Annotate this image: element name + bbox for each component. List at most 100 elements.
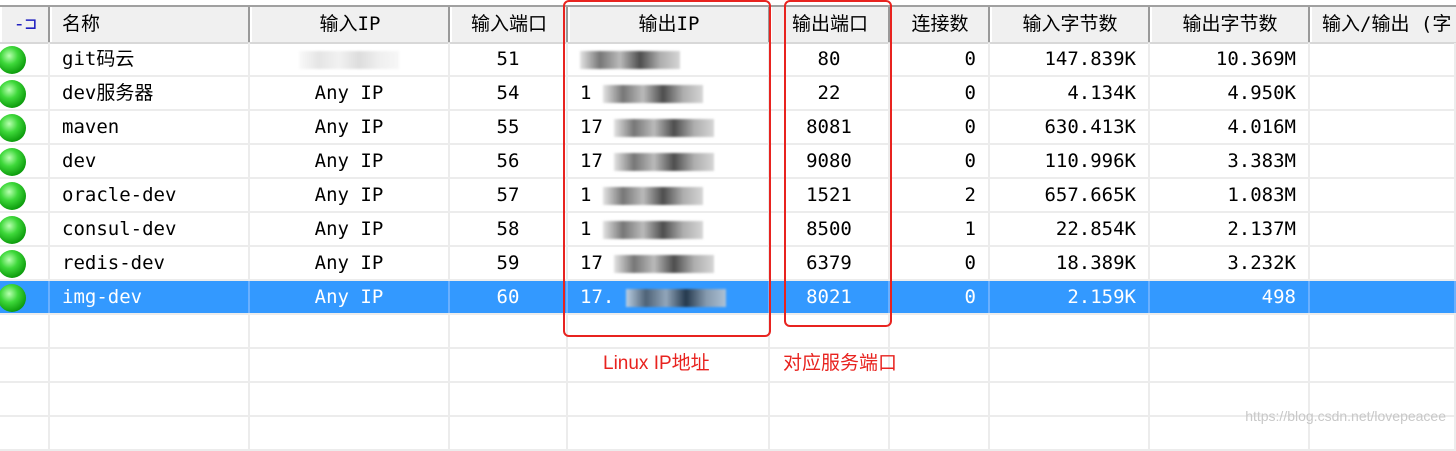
status-green-icon: [0, 182, 26, 210]
cell: 4.950K: [1150, 77, 1310, 109]
cell-in_ip: Any IP: [314, 150, 384, 172]
cell: [770, 383, 890, 415]
blurred-ip: [299, 50, 399, 69]
cell: dev: [50, 145, 250, 177]
cell: Any IP: [250, 145, 450, 177]
blurred-ip: [614, 254, 715, 273]
cell: [450, 383, 568, 415]
cell: 51: [450, 43, 568, 75]
table-row[interactable]: dev Any IP 56 17 9080 0 110.996K 3.383M: [0, 145, 1456, 179]
cell: 3.383M: [1150, 145, 1310, 177]
cell: 6379: [770, 247, 890, 279]
col-in-ip[interactable]: 输入IP: [250, 7, 450, 42]
cell: 55: [450, 111, 568, 143]
cell-in_ip: Any IP: [314, 184, 384, 206]
cell: [250, 383, 450, 415]
icon-cell: [0, 213, 50, 245]
cell: [1150, 383, 1310, 415]
cell-out_port: 80: [817, 48, 841, 70]
cell: 80: [770, 43, 890, 75]
cell: [450, 417, 568, 449]
cell: [1150, 315, 1310, 347]
cell: [250, 43, 450, 75]
cell-in_bytes: 630.413K: [1044, 116, 1136, 138]
cell: oracle-dev: [50, 179, 250, 211]
cell: 22.854K: [990, 213, 1150, 245]
col-conn[interactable]: 连接数: [890, 7, 990, 42]
cell: [990, 383, 1150, 415]
col-in-bytes[interactable]: 输入字节数: [990, 7, 1150, 42]
pin-icon[interactable]: -⊐: [0, 7, 50, 42]
cell: 8021: [770, 281, 890, 313]
col-io[interactable]: 输入/输出 (字: [1310, 7, 1456, 42]
cell: 1: [890, 213, 990, 245]
cell: redis-dev: [50, 247, 250, 279]
blurred-ip: [625, 288, 726, 307]
col-name[interactable]: 名称: [50, 7, 250, 42]
cell: git码云: [50, 43, 250, 75]
ip-annotation: Linux IP地址: [603, 353, 710, 374]
cell: 54: [450, 77, 568, 109]
cell: 10.369M: [1150, 43, 1310, 75]
cell: 0: [890, 247, 990, 279]
cell-out_port: 8500: [806, 218, 852, 240]
table-row[interactable]: git码云 51 80 0 147.839K 10.369M: [0, 43, 1456, 77]
cell: [1310, 179, 1456, 211]
cell-in_bytes: 22.854K: [1055, 218, 1136, 240]
cell: [1310, 145, 1456, 177]
cell-out_bytes: 4.016M: [1227, 116, 1296, 138]
table-row[interactable]: redis-dev Any IP 59 17 6379 0 18.389K 3.232K: [0, 247, 1456, 281]
cell: 8081: [770, 111, 890, 143]
cell-conn: 0: [964, 150, 976, 172]
cell: Any IP: [250, 247, 450, 279]
cell-conn: 0: [964, 252, 976, 274]
table-header: -⊐ 名称 输入IP 输入端口 输出IP 输出端口 连接数 输入字节数 输出字节…: [0, 5, 1456, 44]
cell: [1310, 111, 1456, 143]
table-row[interactable]: img-dev Any IP 60 17. 8021 0 2.159K 498: [0, 281, 1456, 315]
status-green-icon: [0, 148, 26, 176]
cell-out_port: 22: [817, 82, 841, 104]
cell: [1310, 383, 1456, 415]
cell-in_bytes: 110.996K: [1044, 150, 1136, 172]
cell-name: img-dev: [62, 286, 143, 308]
cell-out_ip: 1: [580, 82, 592, 104]
cell: [1310, 43, 1456, 75]
cell: [990, 315, 1150, 347]
col-in-port[interactable]: 输入端口: [450, 7, 568, 42]
cell: 59: [450, 247, 568, 279]
col-out-port[interactable]: 输出端口: [770, 7, 890, 42]
icon-cell: [0, 43, 50, 75]
cell-out_ip: 1: [580, 184, 592, 206]
icon-cell: [0, 383, 50, 415]
cell-conn: 0: [964, 82, 976, 104]
cell-name: maven: [62, 116, 120, 138]
cell: [1310, 247, 1456, 279]
cell-out_ip: 17: [580, 150, 603, 172]
table-row[interactable]: maven Any IP 55 17 8081 0 630.413K 4.016M: [0, 111, 1456, 145]
cell: [1310, 349, 1456, 381]
cell: 17: [568, 145, 770, 177]
table-row[interactable]: consul-dev Any IP 58 1 8500 1 22.854K 2.137M: [0, 213, 1456, 247]
cell-in_ip: Any IP: [314, 252, 384, 274]
cell: 57: [450, 179, 568, 211]
cell-name: git码云: [62, 48, 135, 70]
cell: 657.665K: [990, 179, 1150, 211]
cell: [1150, 417, 1310, 449]
blurred-ip: [602, 186, 703, 205]
cell-in_port: 54: [496, 82, 520, 104]
cell-name: consul-dev: [62, 218, 177, 240]
cell-name: redis-dev: [62, 252, 165, 274]
cell: [50, 417, 250, 449]
cell-in_port: 58: [496, 218, 520, 240]
table-row[interactable]: oracle-dev Any IP 57 1 1521 2 657.665K 1.083M: [0, 179, 1456, 213]
col-out-bytes[interactable]: 输出字节数: [1150, 7, 1310, 42]
ip-highlight-box: [563, 0, 771, 337]
cell: 9080: [770, 145, 890, 177]
cell: 498: [1150, 281, 1310, 313]
cell: maven: [50, 111, 250, 143]
table-row[interactable]: dev服务器 Any IP 54 1 22 0 4.134K 4.950K: [0, 77, 1456, 111]
cell-in_bytes: 2.159K: [1067, 286, 1136, 308]
status-green-icon: [0, 114, 26, 142]
cell: Any IP: [250, 281, 450, 313]
cell-out_bytes: 2.137M: [1227, 218, 1296, 240]
